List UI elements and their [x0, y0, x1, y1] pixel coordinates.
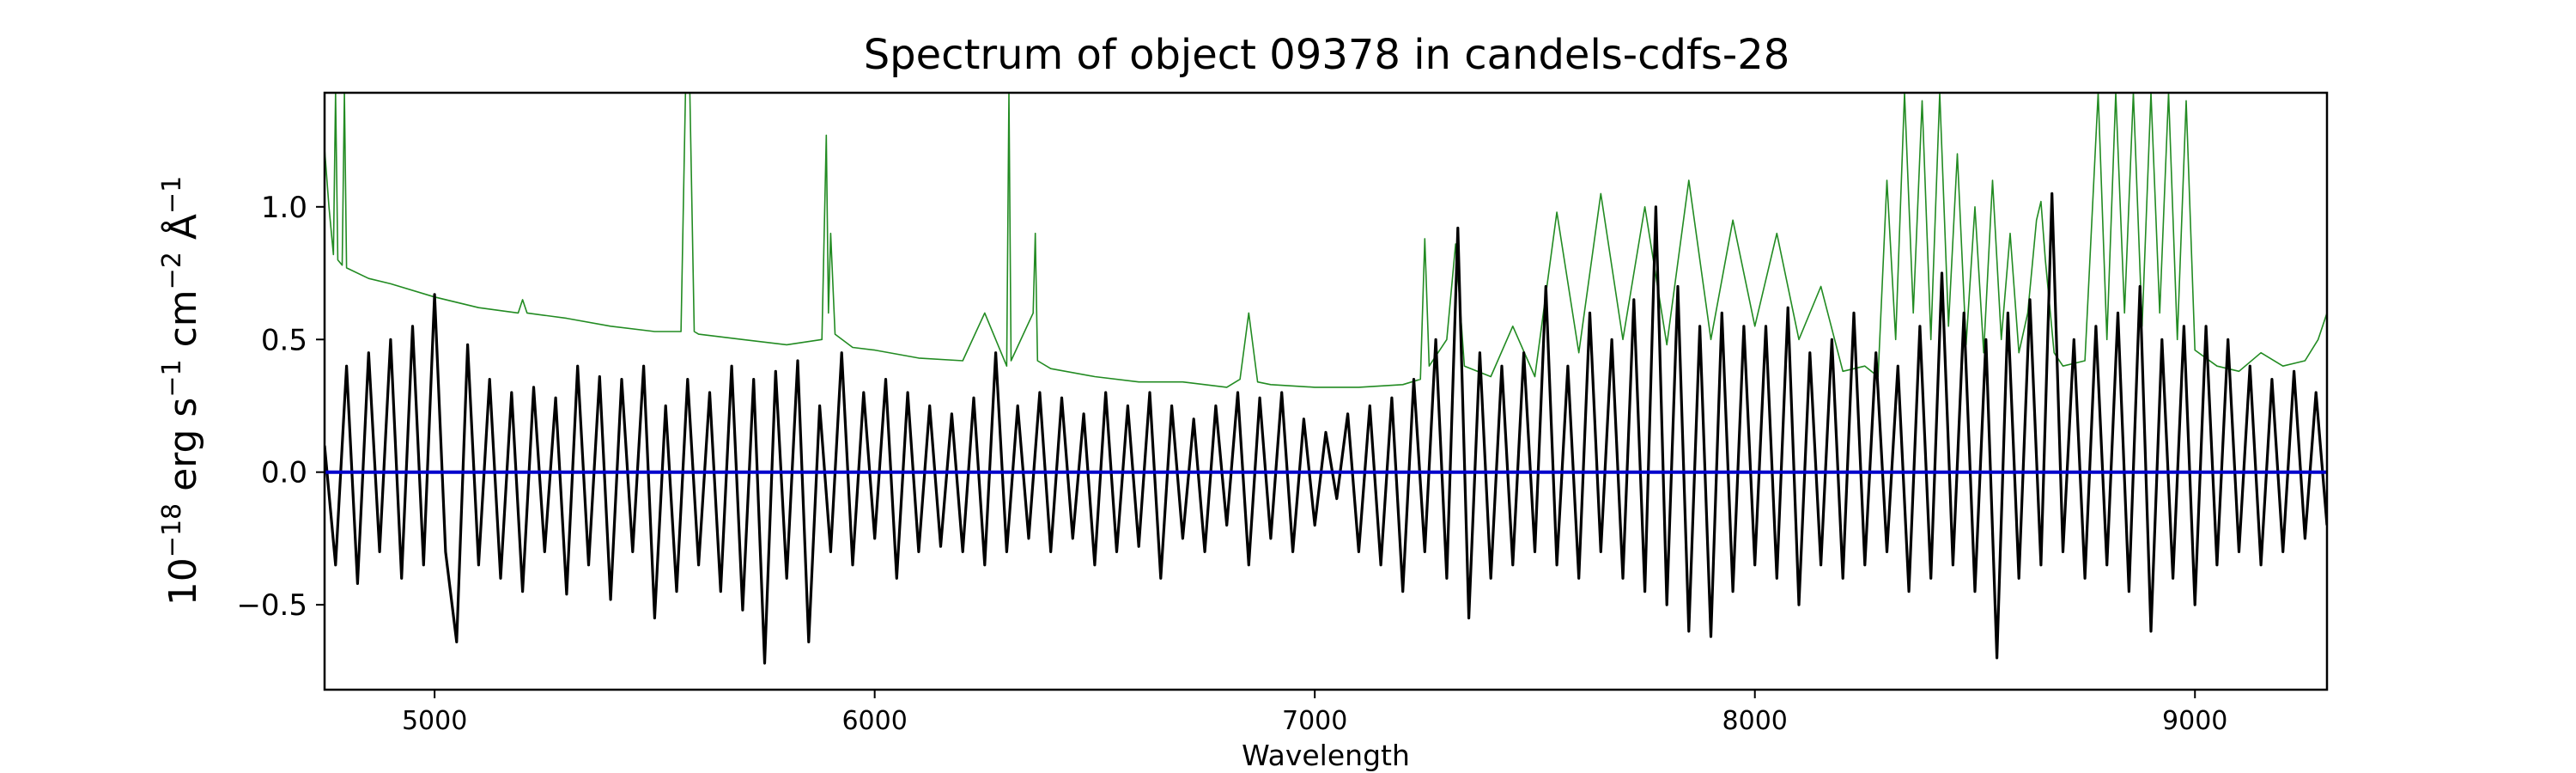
x-tick-label: 7000 — [1282, 706, 1347, 736]
y-tick-label: −0.5 — [236, 588, 307, 623]
y-label-exp3: −2 — [157, 252, 187, 289]
x-tick-label: 6000 — [841, 706, 907, 736]
y-axis-label: 10−18 erg s−1 cm−2 Å−1 — [157, 176, 205, 606]
y-tick-label: 0.5 — [261, 323, 307, 357]
y-label-exp1: −18 — [157, 503, 187, 557]
chart-title: Spectrum of object 09378 in candels-cdfs… — [864, 31, 1790, 79]
y-label-exp4: −1 — [157, 176, 187, 214]
x-axis-label: Wavelength — [1242, 739, 1410, 772]
series-line-0 — [325, 93, 2327, 388]
x-tick-label: 8000 — [1722, 706, 1788, 736]
y-label-base: 10 — [161, 557, 205, 606]
y-label-mid1: erg s — [161, 398, 205, 503]
y-label-exp2: −1 — [157, 359, 187, 397]
x-tick-label: 5000 — [402, 706, 467, 736]
plot-area — [323, 91, 2329, 691]
plot-frame — [323, 91, 2329, 691]
x-tick-label: 9000 — [2162, 706, 2227, 736]
series-line-1 — [325, 192, 2327, 665]
y-label-mid3: Å — [160, 214, 205, 252]
series-layer — [325, 93, 2327, 665]
y-axis: −0.5 0.0 0.5 1.0 — [236, 191, 325, 623]
y-tick-label: 1.0 — [261, 191, 307, 225]
y-label-mid2: cm — [161, 289, 205, 359]
y-tick-label: 0.0 — [261, 456, 307, 490]
x-axis: 5000 6000 7000 8000 9000 — [402, 690, 2227, 736]
